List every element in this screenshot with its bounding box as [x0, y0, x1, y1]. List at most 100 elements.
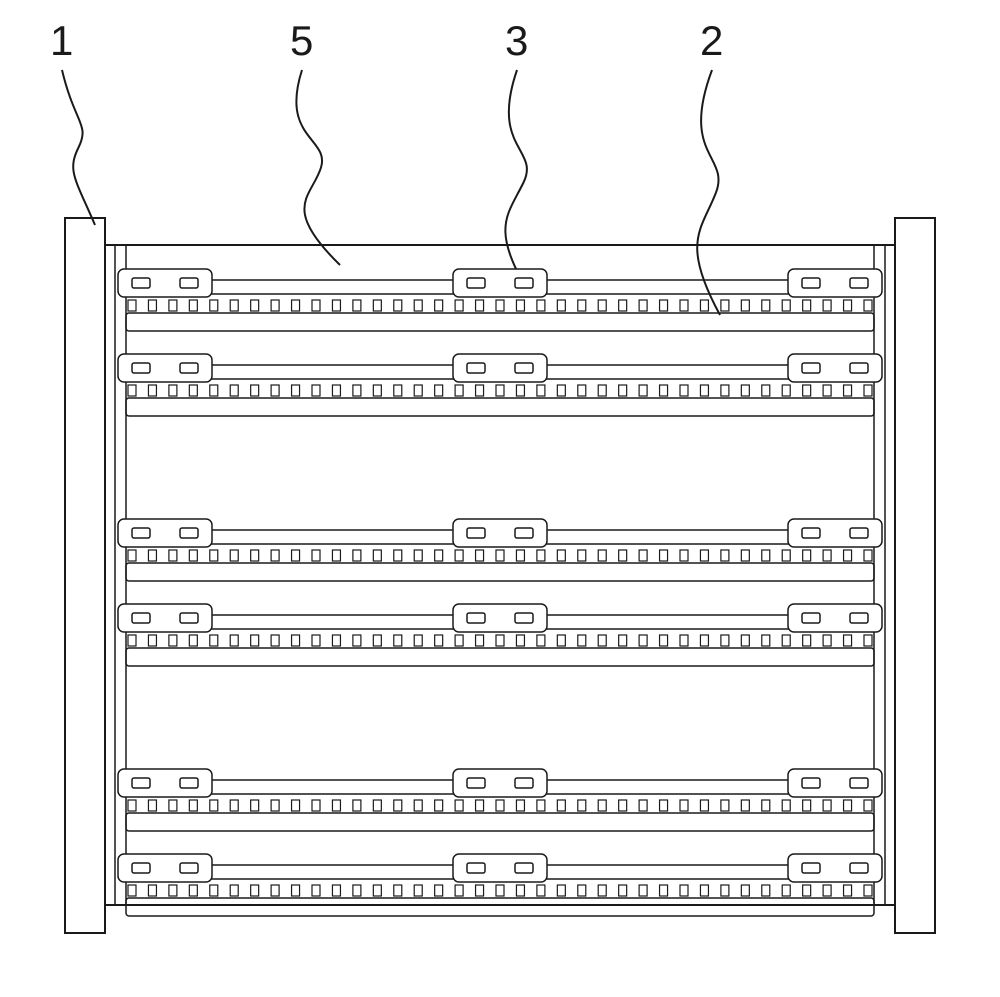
tick	[373, 385, 381, 396]
tick	[435, 885, 443, 896]
tick	[148, 885, 156, 896]
tick	[251, 550, 259, 561]
tick	[128, 300, 136, 311]
tick	[476, 800, 484, 811]
tick	[598, 550, 606, 561]
tick	[700, 885, 708, 896]
tick	[476, 885, 484, 896]
tick	[516, 635, 524, 646]
tick	[721, 550, 729, 561]
tick	[741, 300, 749, 311]
tick	[353, 550, 361, 561]
technical-drawing: 1532	[0, 0, 1000, 997]
tick	[189, 800, 197, 811]
tick	[721, 885, 729, 896]
tick	[435, 800, 443, 811]
tick	[660, 635, 668, 646]
tick	[639, 800, 647, 811]
tick	[823, 300, 831, 311]
tick	[516, 300, 524, 311]
tick	[332, 300, 340, 311]
tick	[455, 800, 463, 811]
tick	[680, 550, 688, 561]
tick	[455, 385, 463, 396]
tick	[741, 885, 749, 896]
tick	[414, 385, 422, 396]
tick	[353, 300, 361, 311]
tick	[557, 885, 565, 896]
tick	[230, 800, 238, 811]
tick	[762, 300, 770, 311]
tick	[844, 300, 852, 311]
tick	[414, 300, 422, 311]
tick	[496, 635, 504, 646]
tick	[864, 800, 872, 811]
tick	[148, 385, 156, 396]
tick	[803, 385, 811, 396]
tick	[864, 635, 872, 646]
tick	[762, 550, 770, 561]
tick	[353, 885, 361, 896]
tick	[312, 550, 320, 561]
tick	[721, 300, 729, 311]
tick	[476, 385, 484, 396]
tick	[680, 300, 688, 311]
tick	[476, 635, 484, 646]
tick	[700, 300, 708, 311]
tick	[394, 885, 402, 896]
tick	[537, 800, 545, 811]
tick	[353, 800, 361, 811]
tick	[619, 800, 627, 811]
tick	[271, 885, 279, 896]
tick	[782, 800, 790, 811]
tick	[598, 885, 606, 896]
tick	[414, 550, 422, 561]
tick	[292, 385, 300, 396]
tick	[292, 885, 300, 896]
tick	[373, 885, 381, 896]
tick	[700, 385, 708, 396]
tick	[537, 300, 545, 311]
tick	[700, 550, 708, 561]
tick	[537, 635, 545, 646]
tick	[394, 550, 402, 561]
tick	[598, 300, 606, 311]
leader-line	[296, 70, 340, 265]
tick	[189, 385, 197, 396]
tick	[271, 385, 279, 396]
tick-rail	[126, 898, 874, 916]
tick	[312, 300, 320, 311]
tick-rail	[126, 648, 874, 666]
tick	[516, 550, 524, 561]
tick	[210, 300, 218, 311]
tick	[414, 885, 422, 896]
tick	[230, 550, 238, 561]
tick	[578, 300, 586, 311]
tick	[230, 385, 238, 396]
tick	[721, 635, 729, 646]
tick	[680, 385, 688, 396]
tick	[823, 385, 831, 396]
tick	[844, 385, 852, 396]
tick	[537, 550, 545, 561]
tick	[557, 635, 565, 646]
tick	[230, 300, 238, 311]
tick	[271, 300, 279, 311]
tick	[741, 385, 749, 396]
tick	[496, 300, 504, 311]
tick	[128, 885, 136, 896]
tick	[680, 800, 688, 811]
tick	[700, 800, 708, 811]
tick	[251, 885, 259, 896]
tick	[844, 550, 852, 561]
callout-label: 1	[50, 17, 73, 64]
tick	[619, 550, 627, 561]
tick	[741, 635, 749, 646]
tick	[496, 885, 504, 896]
tick	[169, 885, 177, 896]
tick	[189, 550, 197, 561]
tick	[782, 635, 790, 646]
tick	[660, 800, 668, 811]
tick	[864, 300, 872, 311]
tick	[373, 635, 381, 646]
